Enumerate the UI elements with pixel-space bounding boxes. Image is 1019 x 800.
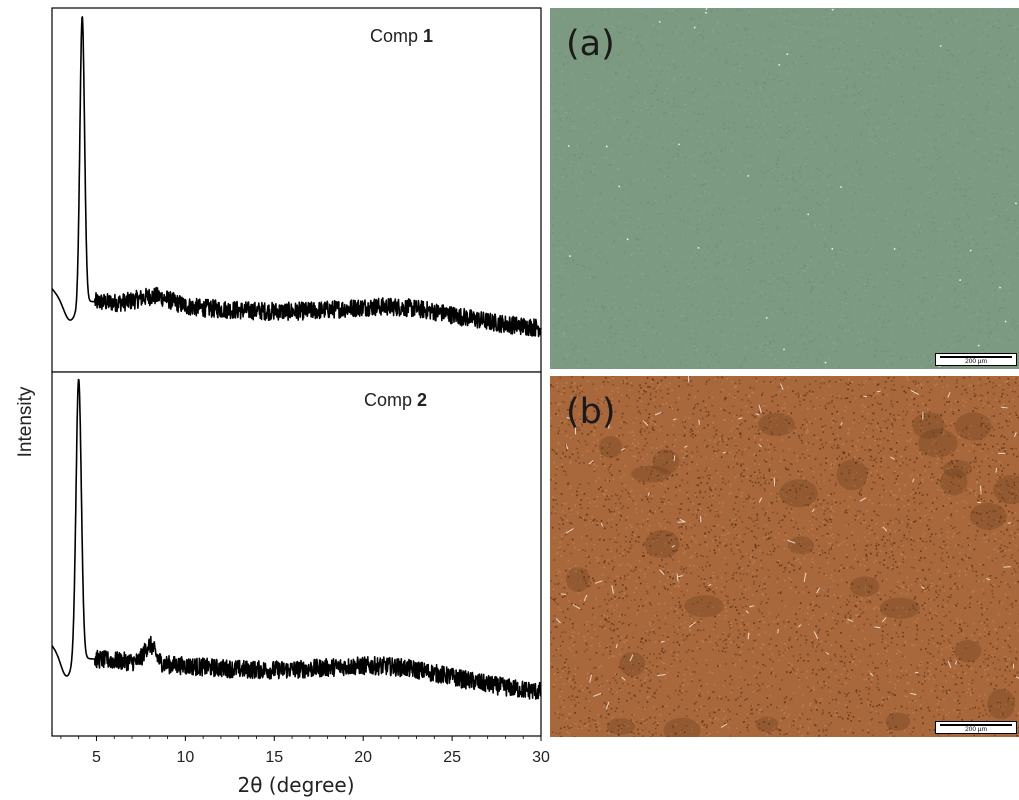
micrograph-a-texture (550, 8, 1019, 369)
x-tick-label-25: 25 (443, 749, 461, 766)
micrograph-b: (b) 200 µm (550, 376, 1019, 737)
micrograph-a: (a) 200 µm (550, 8, 1019, 369)
scale-bar-a-line (940, 356, 1012, 358)
micrograph-b-label: (b) (566, 392, 616, 432)
micrograph-b-texture (550, 376, 1019, 737)
x-tick-label-10: 10 (176, 749, 194, 766)
x-tick-label-20: 20 (354, 749, 372, 766)
scale-bar-a: 200 µm (935, 353, 1017, 366)
x-tick-label-5: 5 (92, 749, 101, 766)
plot-comp-2 (51, 378, 542, 700)
micrograph-a-label: (a) (566, 24, 615, 64)
scale-bar-b-text: 200 µm (965, 726, 987, 733)
plot-comp-1 (51, 16, 542, 338)
y-axis-label: Intensity (15, 386, 36, 457)
scale-bar-a-text: 200 µm (965, 358, 987, 365)
x-axis-label: 2θ (degree) (237, 773, 354, 797)
scale-bar-b: 200 µm (935, 721, 1017, 734)
panel-label-comp-1: Comp 1 (370, 26, 433, 46)
x-tick-label-15: 15 (265, 749, 283, 766)
scale-bar-b-line (940, 724, 1012, 726)
panel-label-comp-2: Comp 2 (364, 390, 427, 410)
x-tick-label-30: 30 (532, 749, 550, 766)
series-line-comp-2 (51, 378, 542, 700)
series-line-comp-1 (51, 16, 542, 338)
x-axis: 5 10 15 20 25 30 (60, 736, 550, 766)
